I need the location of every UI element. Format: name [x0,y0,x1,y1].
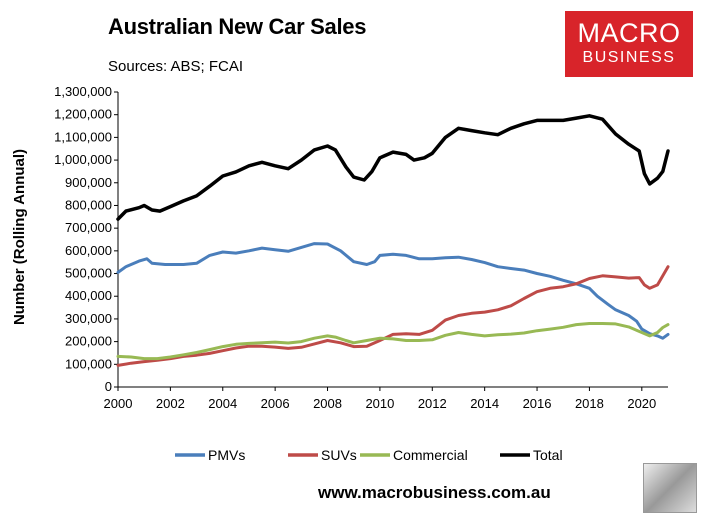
y-tick-label: 1,000,000 [54,152,112,167]
y-tick-label: 100,000 [65,356,112,371]
y-tick-label: 1,200,000 [54,107,112,122]
y-tick-label: 1,100,000 [54,129,112,144]
x-tick-label: 2018 [575,396,604,411]
x-tick-label: 2004 [208,396,237,411]
series-line-total [116,114,670,221]
chart-title: Australian New Car Sales [108,14,367,39]
x-tick-label: 2020 [627,396,656,411]
x-tick-label: 2006 [261,396,290,411]
chart-axes: 0 100,000 200,000 300,000 400,000 500,000 600,… [54,84,668,411]
x-tick-label: 2012 [418,396,447,411]
legend-label-pmvs: PMVs [208,447,245,463]
legend-label-commercial: Commercial [393,447,468,463]
y-tick-label: 200,000 [65,334,112,349]
y-tick-label: 400,000 [65,288,112,303]
y-tick-label: 0 [105,379,112,394]
series-line-suvs [116,265,670,367]
y-tick-label: 300,000 [65,311,112,326]
legend-label-suvs: SUVs [321,447,357,463]
wolf-logo-icon [643,463,697,513]
y-tick-label: 1,300,000 [54,84,112,99]
x-tick-label: 2008 [313,396,342,411]
y-tick-label: 900,000 [65,175,112,190]
x-tick-label: 2016 [523,396,552,411]
x-tick-label: 2010 [365,396,394,411]
y-tick-label: 500,000 [65,266,112,281]
x-tick-label: 2000 [104,396,133,411]
logo-line1: MACRO [577,18,681,48]
footer-url: www.macrobusiness.com.au [318,483,551,502]
y-tick-label: 700,000 [65,220,112,235]
y-axis-label: Number (Rolling Annual) [11,149,28,325]
x-tick-label: 2002 [156,396,185,411]
legend-label-total: Total [533,447,563,463]
logo-line2: BUSINESS [582,49,676,66]
series-line-pmvs [116,242,670,340]
x-tick-label: 2014 [470,396,499,411]
chart-legend: PMVs SUVs Commercial Total [175,447,563,463]
chart-series-lines [116,114,670,367]
y-tick-label: 800,000 [65,197,112,212]
chart-subtitle: Sources: ABS; FCAI [108,58,244,75]
series-line-commercial [116,322,670,361]
y-tick-label: 600,000 [65,243,112,258]
macrobusiness-logo: MACRO BUSINESS [565,11,693,77]
